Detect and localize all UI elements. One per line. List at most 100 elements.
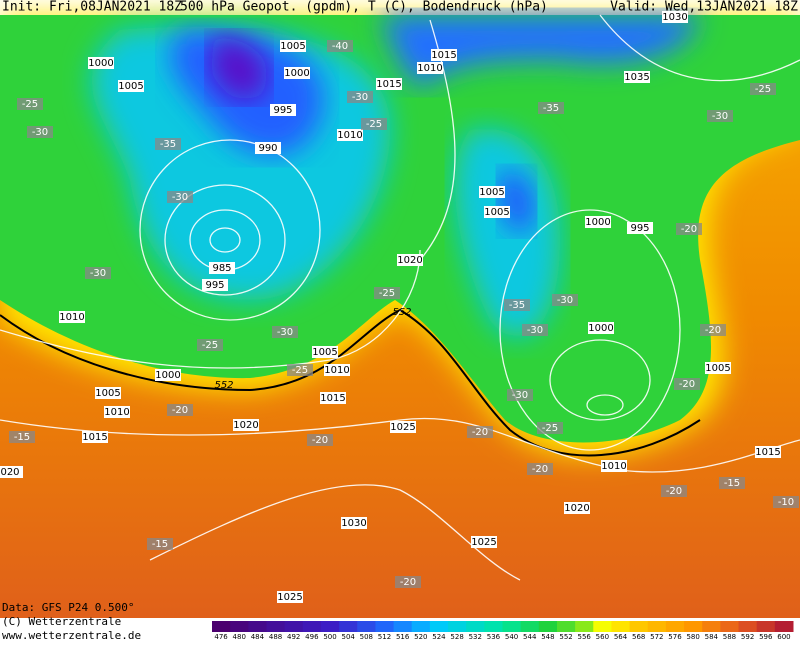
temperature-label: -25 <box>292 365 308 376</box>
temperature-label: -15 <box>152 539 168 550</box>
pressure-label-box <box>755 446 781 458</box>
map-title: 500 hPa Geopot. (gpdm), T (C), Bodendruc… <box>180 0 548 15</box>
colorbar-cell <box>720 621 740 632</box>
pressure-label-box <box>233 419 259 431</box>
pressure-label-box <box>0 466 23 478</box>
temperature-label-box <box>707 110 733 122</box>
colorbar-cell <box>502 621 522 632</box>
colorbar-cell <box>248 621 267 632</box>
temperature-label: -25 <box>542 423 558 434</box>
temperature-label-box <box>155 138 181 150</box>
temperature-label-box <box>552 294 578 306</box>
colorbar-cell <box>611 621 631 632</box>
temperature-label: -30 <box>352 92 368 103</box>
pressure-label: 1010 <box>59 312 84 323</box>
pressure-label-box <box>627 222 653 234</box>
temperature-label: -20 <box>679 379 695 390</box>
pressure-label-box <box>202 279 228 291</box>
temperature-label-box <box>374 287 400 299</box>
pressure-label: 1015 <box>320 393 345 404</box>
pressure-label: 1000 <box>88 58 113 69</box>
pressure-label-box <box>270 104 296 116</box>
colorbar-label: 532 <box>469 633 482 641</box>
colorbar-label: 516 <box>396 633 410 641</box>
temperature-label: -20 <box>312 435 328 446</box>
colorbar-label: 544 <box>523 633 537 641</box>
colorbar-cell <box>702 621 721 632</box>
pressure-label: 1005 <box>312 347 337 358</box>
colorbar-label: 528 <box>450 633 463 641</box>
pressure-label-box <box>118 80 144 92</box>
colorbar-label: 552 <box>559 633 572 641</box>
temperature-label-box <box>676 223 702 235</box>
temperature-label: -25 <box>379 288 395 299</box>
temperature-label: -35 <box>543 103 559 114</box>
copyright: (C) Wetterzentrale <box>2 615 121 628</box>
pressure-label: 1015 <box>376 79 401 90</box>
temperature-label: -20 <box>666 486 682 497</box>
colorbar-cell <box>302 621 322 632</box>
pressure-label: 1025 <box>277 592 302 603</box>
pressure-label: 1020 <box>397 255 422 266</box>
pressure-label-box <box>588 322 614 334</box>
pressure-label-box <box>564 502 590 514</box>
colorbar-label: 592 <box>741 633 754 641</box>
temperature-label: -25 <box>202 340 218 351</box>
colorbar-label: 496 <box>305 633 319 641</box>
pressure-label-box <box>324 364 350 376</box>
colorbar-label: 476 <box>214 633 228 641</box>
temperature-label-box <box>85 267 111 279</box>
pressure-label: 1035 <box>624 72 649 83</box>
geopotential-label: 552 <box>392 307 411 318</box>
temperature-label: -35 <box>160 139 176 150</box>
colorbar-label: 580 <box>686 633 699 641</box>
colorbar-cell <box>339 621 358 632</box>
temperature-label: -30 <box>527 325 543 336</box>
pressure-label: 1000 <box>155 370 180 381</box>
temperature-label-box <box>537 422 563 434</box>
pressure-label: 1010 <box>337 130 362 141</box>
colorbar-label: 548 <box>541 633 554 641</box>
temperature-label: -15 <box>14 432 30 443</box>
temperature-label: -15 <box>724 478 740 489</box>
map-field <box>0 14 800 618</box>
colorbar-label: 560 <box>596 633 609 641</box>
temperature-label: -20 <box>532 464 548 475</box>
temperature-label-box <box>361 118 387 130</box>
pressure-label-box <box>95 387 121 399</box>
temperature-label-box <box>347 91 373 103</box>
pressure-label-box <box>341 517 367 529</box>
pressure-label-box <box>484 206 510 218</box>
temperature-label: -40 <box>332 41 348 52</box>
pressure-label: 1005 <box>280 41 305 52</box>
temperature-label-box <box>272 326 298 338</box>
pressure-label-box <box>320 392 346 404</box>
colorbar-cell <box>665 621 685 632</box>
pressure-label: 985 <box>212 263 231 274</box>
colorbar-cell <box>393 621 413 632</box>
pressure-label-box <box>705 362 731 374</box>
temperature-label: -35 <box>509 300 525 311</box>
colorbar-label: 596 <box>759 633 773 641</box>
colorbar-cell <box>647 621 667 632</box>
temperature-label-box <box>773 496 799 508</box>
pressure-label-box <box>284 67 310 79</box>
temperature-label: -30 <box>172 192 188 203</box>
colorbar-cell <box>411 621 431 632</box>
pressure-label-box <box>397 254 423 266</box>
temperature-label-box <box>27 126 53 138</box>
data-source: Data: GFS P24 0.500° <box>2 601 134 614</box>
pressure-label-box <box>277 591 303 603</box>
temperature-label-box <box>197 339 223 351</box>
colorbar-cell <box>466 621 485 632</box>
temperature-label-box <box>661 485 687 497</box>
pressure-label: 1030 <box>662 12 687 23</box>
pressure-label: 1010 <box>104 407 129 418</box>
temperature-label: -30 <box>712 111 728 122</box>
pressure-label: 990 <box>258 143 277 154</box>
colorbar-label: 504 <box>341 633 355 641</box>
temperature-label-box <box>674 378 700 390</box>
pressure-label: 1030 <box>341 518 366 529</box>
temperature-label: -30 <box>32 127 48 138</box>
